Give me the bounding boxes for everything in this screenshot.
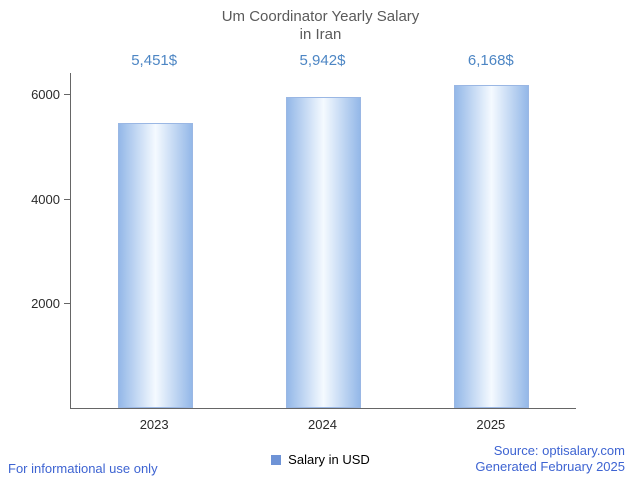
bar-column (71, 73, 239, 408)
source-link[interactable]: Source: optisalary.com (493, 443, 625, 458)
bar-2023 (117, 122, 193, 408)
generated-date: Generated February 2025 (475, 459, 625, 474)
y-tick-mark (64, 303, 70, 305)
x-axis-label: 2024 (308, 417, 337, 432)
bar-2025 (454, 85, 530, 408)
bar-value-label: 5,942$ (299, 52, 346, 69)
y-tick-label: 4000 (31, 191, 60, 207)
bar-2024 (285, 96, 361, 408)
x-axis-label: 2023 (139, 417, 169, 432)
y-tick-mark (64, 93, 70, 95)
y-tick-label: 6000 (31, 86, 60, 102)
bar-value-label: 6,168$ (467, 52, 514, 69)
chart-title-line2: in Iran (299, 26, 342, 43)
bar-column (408, 73, 576, 408)
source-block: Source: optisalary.com Generated Februar… (475, 443, 625, 475)
legend-swatch (271, 454, 282, 465)
chart-title-line1: Um Coordinator Yearly Salary (221, 8, 420, 25)
legend: Salary in USD (0, 452, 641, 467)
x-axis-label: 2025 (476, 417, 506, 432)
bar-column (239, 73, 407, 408)
bars-container (71, 73, 576, 408)
y-tick-mark (64, 198, 70, 200)
chart-title: Um Coordinator Yearly Salary in Iran (0, 8, 641, 44)
plot-area (70, 73, 576, 409)
bar-value-label: 5,451$ (131, 52, 178, 69)
legend-label: Salary in USD (288, 452, 370, 467)
bar-value-labels: 5,451$ 5,942$ 6,168$ (70, 52, 575, 72)
y-tick-label: 2000 (31, 296, 60, 312)
x-axis-labels: 2023 2024 2025 (70, 417, 575, 432)
disclaimer-text: For informational use only (8, 461, 158, 476)
